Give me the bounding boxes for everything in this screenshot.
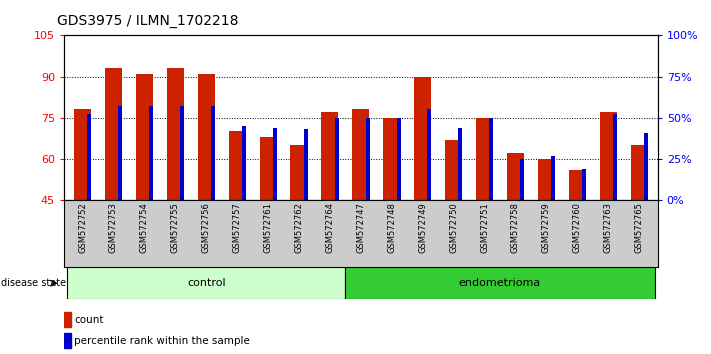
Bar xyxy=(242,126,246,200)
Text: GSM572755: GSM572755 xyxy=(171,202,180,253)
Text: GSM572750: GSM572750 xyxy=(449,202,458,253)
Bar xyxy=(569,170,586,200)
Text: control: control xyxy=(187,278,225,288)
Bar xyxy=(476,118,493,200)
Bar xyxy=(631,145,648,200)
Bar xyxy=(105,68,122,200)
Text: count: count xyxy=(74,315,103,325)
Bar xyxy=(346,267,655,299)
Bar xyxy=(211,106,215,200)
Bar xyxy=(365,118,370,200)
Bar xyxy=(118,106,122,200)
Bar xyxy=(353,109,369,200)
Text: GSM572764: GSM572764 xyxy=(326,202,334,253)
Text: GSM572765: GSM572765 xyxy=(635,202,643,253)
Text: GSM572762: GSM572762 xyxy=(294,202,304,253)
Text: percentile rank within the sample: percentile rank within the sample xyxy=(74,336,250,346)
Bar xyxy=(397,118,400,200)
Text: GSM572759: GSM572759 xyxy=(542,202,551,253)
Bar xyxy=(198,74,215,200)
Bar xyxy=(64,333,71,348)
Text: GSM572749: GSM572749 xyxy=(418,202,427,253)
Bar xyxy=(489,118,493,200)
Bar xyxy=(64,312,71,327)
Bar xyxy=(304,129,308,200)
Bar xyxy=(273,127,277,200)
Bar xyxy=(87,114,91,200)
Text: GSM572758: GSM572758 xyxy=(511,202,520,253)
Bar xyxy=(74,109,91,200)
Bar xyxy=(538,159,555,200)
Bar xyxy=(459,127,462,200)
Bar xyxy=(335,118,338,200)
Bar xyxy=(613,114,617,200)
Text: GDS3975 / ILMN_1702218: GDS3975 / ILMN_1702218 xyxy=(57,14,238,28)
Text: GSM572763: GSM572763 xyxy=(604,202,613,253)
Bar xyxy=(415,76,431,200)
Bar xyxy=(321,112,338,200)
Text: GSM572751: GSM572751 xyxy=(480,202,489,253)
Bar xyxy=(260,137,277,200)
Text: disease state: disease state xyxy=(1,278,67,288)
Text: GSM572760: GSM572760 xyxy=(573,202,582,253)
Bar xyxy=(507,153,524,200)
Bar xyxy=(67,267,346,299)
Bar xyxy=(551,155,555,200)
Bar xyxy=(180,106,184,200)
Bar xyxy=(136,74,153,200)
Text: endometrioma: endometrioma xyxy=(459,278,541,288)
Bar xyxy=(291,145,307,200)
Bar xyxy=(229,131,246,200)
Bar xyxy=(427,109,432,200)
Text: GSM572752: GSM572752 xyxy=(78,202,87,253)
Text: GSM572754: GSM572754 xyxy=(140,202,149,253)
Text: GSM572747: GSM572747 xyxy=(356,202,365,253)
Bar xyxy=(149,106,153,200)
Bar xyxy=(445,139,462,200)
Text: GSM572753: GSM572753 xyxy=(109,202,118,253)
Bar xyxy=(644,132,648,200)
Bar xyxy=(582,169,586,200)
Text: GSM572756: GSM572756 xyxy=(202,202,210,253)
Text: GSM572748: GSM572748 xyxy=(387,202,396,253)
Bar xyxy=(599,112,616,200)
Bar xyxy=(520,159,524,200)
Bar xyxy=(383,118,400,200)
Bar xyxy=(167,68,184,200)
Text: GSM572757: GSM572757 xyxy=(232,202,242,253)
Text: GSM572761: GSM572761 xyxy=(264,202,272,253)
